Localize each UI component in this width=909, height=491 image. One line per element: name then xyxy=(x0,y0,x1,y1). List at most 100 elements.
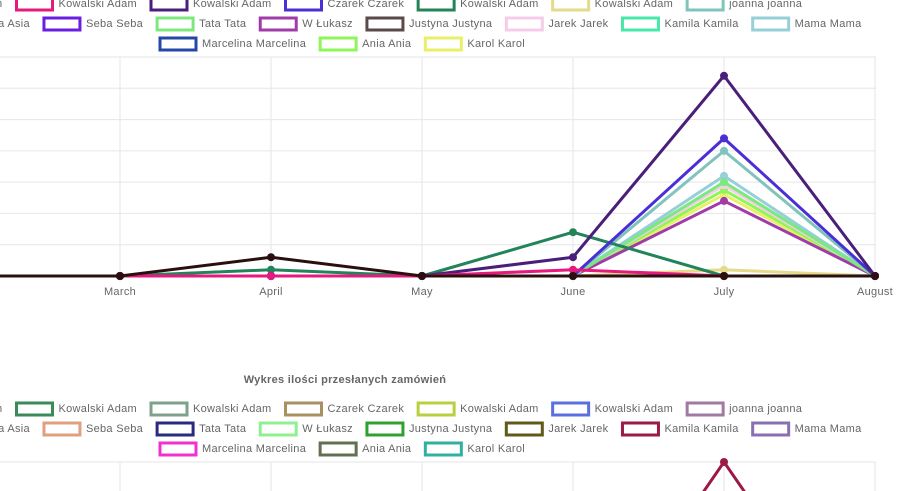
data-point xyxy=(569,228,577,237)
data-point xyxy=(720,71,728,80)
legend-label: Kowalski Adam xyxy=(59,403,138,415)
legend-label: Kowalski Adam xyxy=(59,0,138,10)
legend-swatch xyxy=(158,36,198,52)
data-point xyxy=(116,272,124,280)
legend-label: Ania Ania xyxy=(362,38,412,50)
legend-swatch xyxy=(42,16,82,32)
legend-swatch xyxy=(416,401,456,417)
data-point xyxy=(720,458,728,466)
legend-swatch xyxy=(365,16,405,32)
legend-swatch xyxy=(15,0,54,12)
legend-swatch xyxy=(42,421,82,437)
legend-label: Jarek Jarek xyxy=(548,18,608,30)
data-point xyxy=(267,265,275,274)
legend-swatch xyxy=(284,401,323,417)
legend-swatch xyxy=(504,16,544,32)
series-line xyxy=(0,183,876,278)
legend-label: Kowalski Adam xyxy=(193,0,272,10)
legend-label: Kamila Kamila xyxy=(664,18,739,30)
legend-label: Czarek Czarek xyxy=(328,0,405,10)
legend-label: Marcelina Marcelina xyxy=(202,443,307,455)
x-tick-label: June xyxy=(560,286,585,298)
data-point xyxy=(267,253,275,262)
legend-swatch xyxy=(318,36,358,52)
data-point xyxy=(720,171,728,180)
legend-swatch xyxy=(423,36,463,52)
legend-swatch xyxy=(551,401,591,417)
legend-label: Kowalski Adam xyxy=(460,0,539,10)
legend-swatch xyxy=(751,421,791,437)
legend-label: Seba Seba xyxy=(86,18,144,30)
legend-swatch xyxy=(15,401,54,417)
legend-swatch xyxy=(504,421,544,437)
data-point xyxy=(569,265,577,274)
legend-swatch xyxy=(551,0,591,12)
legend-label: Kowalski Adam xyxy=(460,403,539,415)
legend-label: joanna joanna xyxy=(728,0,803,10)
legend-swatch xyxy=(751,16,791,32)
data-point xyxy=(569,272,577,280)
legend-label: Mama Mama xyxy=(795,423,862,435)
legend-swatch xyxy=(155,421,195,437)
legend-label: W Łukasz xyxy=(302,423,353,435)
legend-label: Karol Karol xyxy=(467,38,525,50)
legend-label: W Łukasz xyxy=(302,18,353,30)
legend-swatch xyxy=(258,16,298,32)
data-point xyxy=(267,272,275,280)
legend-swatch xyxy=(416,0,456,12)
series-line xyxy=(0,188,876,278)
legend-label: Ania Ania xyxy=(362,443,412,455)
legend-swatch xyxy=(284,0,323,12)
series-line xyxy=(0,74,877,278)
legend-swatch xyxy=(318,441,358,457)
legend-label: Kowalski Adam xyxy=(0,0,3,10)
legend-label: Asia Asia xyxy=(0,18,31,30)
data-point xyxy=(720,196,728,205)
x-tick-label: April xyxy=(259,286,283,298)
x-tick-label: July xyxy=(714,286,735,298)
legend-label: Mama Mama xyxy=(795,18,862,30)
series-line xyxy=(702,460,746,491)
legend-label: Tata Tata xyxy=(199,423,247,435)
legend-swatch xyxy=(620,421,660,437)
legend-label: Asia Asia xyxy=(0,423,31,435)
legend-swatch xyxy=(685,401,725,417)
series-line xyxy=(0,193,876,278)
legend-label: Kowalski Adam xyxy=(595,0,674,10)
legend-swatch xyxy=(365,421,405,437)
series-line xyxy=(0,136,877,278)
x-tick-label: May xyxy=(411,286,433,298)
x-tick-label: August xyxy=(857,286,893,298)
data-point xyxy=(720,272,728,280)
series-line xyxy=(0,199,876,278)
legend-swatch xyxy=(149,401,189,417)
data-point xyxy=(720,265,728,274)
legend-swatch xyxy=(155,16,195,32)
data-point xyxy=(418,272,426,280)
legend-label: Kowalski Adam xyxy=(0,403,3,415)
data-point xyxy=(720,178,728,187)
legend-label: Justyna Justyna xyxy=(409,18,493,30)
legend-label: Kowalski Adam xyxy=(595,403,674,415)
legend-swatch xyxy=(423,441,463,457)
legend-label: Justyna Justyna xyxy=(409,423,493,435)
legend-label: Tata Tata xyxy=(199,18,247,30)
x-tick-label: March xyxy=(104,286,136,298)
data-point xyxy=(569,253,577,262)
legend-swatch xyxy=(685,0,725,12)
chart-title: Wykres ilości przesłanych zamówień xyxy=(244,374,447,386)
data-point xyxy=(871,272,879,280)
legend-label: Jarek Jarek xyxy=(548,423,608,435)
series-line xyxy=(0,174,876,278)
legend-swatch xyxy=(258,421,298,437)
data-point xyxy=(720,146,728,155)
legend-label: Kowalski Adam xyxy=(193,403,272,415)
legend-label: Czarek Czarek xyxy=(328,403,405,415)
legend-label: Marcelina Marcelina xyxy=(202,38,307,50)
legend-label: Karol Karol xyxy=(467,443,525,455)
legend-label: joanna joanna xyxy=(728,403,803,415)
legend-swatch xyxy=(158,441,198,457)
legend-label: Seba Seba xyxy=(86,423,144,435)
